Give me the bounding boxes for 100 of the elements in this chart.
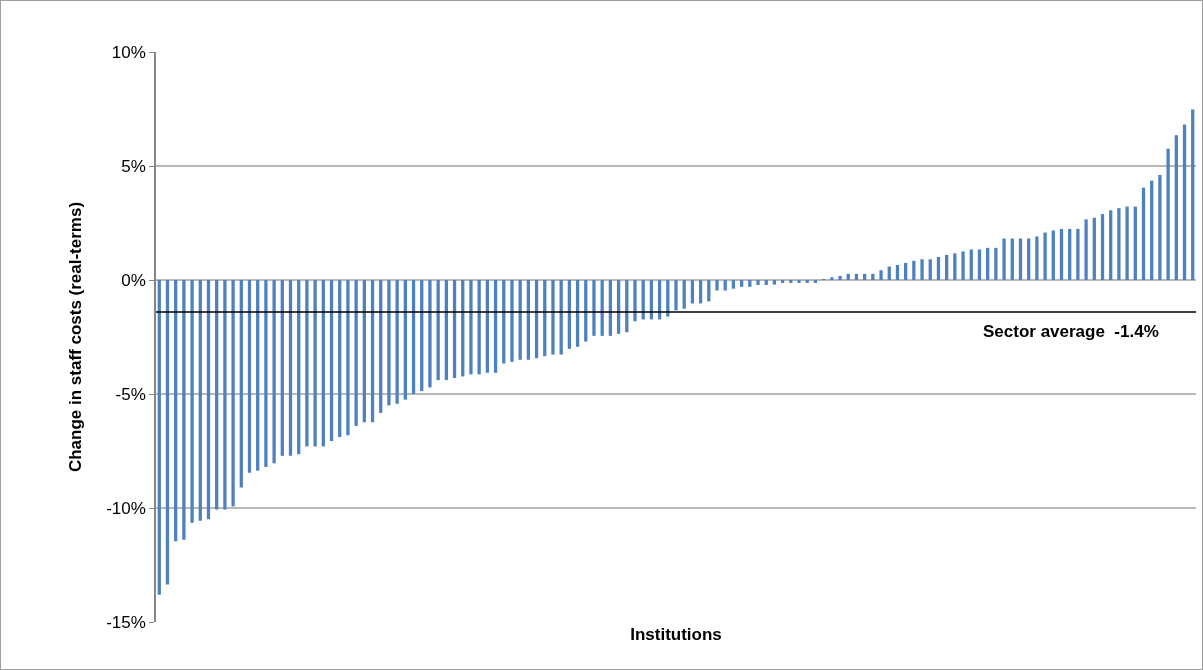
bar	[387, 280, 391, 406]
bar	[1018, 238, 1023, 280]
bar	[551, 280, 555, 355]
bar	[395, 280, 399, 404]
bar	[354, 280, 358, 426]
bar	[1141, 187, 1146, 280]
ref-line-label: Sector average -1.4%	[983, 322, 1159, 341]
bar	[264, 280, 268, 467]
bar	[904, 262, 908, 280]
bar	[994, 247, 998, 280]
bar	[1092, 217, 1096, 280]
bar	[174, 280, 178, 542]
bar	[231, 280, 235, 507]
bar	[321, 280, 325, 447]
bar	[379, 280, 383, 413]
bar	[920, 259, 924, 280]
bar	[165, 280, 170, 585]
bar	[338, 280, 342, 438]
bar	[469, 280, 473, 375]
bar	[830, 277, 834, 280]
bar	[895, 264, 900, 280]
bar	[493, 280, 498, 373]
bar	[1068, 228, 1072, 280]
bar	[1027, 238, 1031, 280]
bar	[411, 280, 416, 394]
bar	[748, 280, 752, 287]
bar	[403, 280, 407, 400]
bar	[190, 280, 194, 523]
bar	[690, 280, 695, 304]
x-axis-title: Institutions	[630, 625, 722, 645]
bar	[1174, 135, 1178, 280]
bar	[707, 280, 711, 302]
bar	[739, 280, 744, 287]
bar	[247, 280, 252, 473]
bar	[1059, 228, 1064, 280]
bar	[1117, 208, 1121, 280]
bar	[239, 280, 243, 488]
bar	[428, 280, 432, 388]
bar	[731, 280, 736, 289]
bar	[1109, 210, 1113, 280]
bar	[863, 273, 867, 280]
bar	[1076, 228, 1080, 280]
bar	[1035, 236, 1039, 280]
y-tick-label: -5%	[115, 384, 146, 404]
bar	[780, 280, 785, 283]
bar	[674, 280, 678, 311]
bar	[444, 280, 448, 381]
bar	[346, 280, 350, 436]
bar	[288, 280, 293, 456]
bar	[682, 280, 686, 309]
bar	[961, 251, 965, 280]
bar	[256, 280, 260, 471]
bar	[715, 280, 719, 291]
bar	[206, 280, 211, 520]
bar	[936, 256, 941, 280]
bar	[945, 254, 949, 280]
y-tick-label: 0%	[121, 270, 146, 290]
bar	[157, 280, 161, 595]
bar	[813, 280, 818, 283]
bar	[215, 280, 219, 510]
bar	[329, 280, 334, 441]
bar	[370, 280, 375, 423]
bar	[912, 260, 916, 280]
y-tick-label: -15%	[106, 612, 146, 632]
y-tick-label: -10%	[106, 498, 146, 518]
bar	[1043, 232, 1047, 280]
y-tick-label: 5%	[121, 156, 146, 176]
bar	[1182, 124, 1187, 280]
bar	[797, 280, 801, 283]
bar	[272, 280, 276, 464]
bar	[1191, 109, 1195, 280]
bar	[198, 280, 202, 521]
bar	[1084, 219, 1088, 280]
bar	[1100, 214, 1105, 280]
bar	[969, 249, 973, 280]
bar	[698, 280, 703, 304]
bar	[1133, 206, 1137, 280]
bar	[838, 275, 842, 280]
bar	[772, 280, 777, 285]
bar	[485, 280, 489, 373]
bar	[986, 247, 990, 280]
bar	[362, 280, 366, 423]
bar	[928, 259, 932, 280]
bar	[1002, 238, 1006, 280]
bar	[182, 280, 186, 540]
bar	[1158, 174, 1162, 280]
bar	[297, 280, 301, 455]
bar	[854, 273, 859, 280]
bar	[592, 280, 596, 336]
bar	[789, 280, 793, 283]
bar	[420, 280, 424, 392]
y-tick-label: 10%	[111, 42, 146, 62]
bar	[1150, 180, 1154, 280]
bar	[879, 270, 883, 280]
bar	[846, 273, 850, 280]
bar	[871, 273, 875, 280]
bar	[1051, 230, 1055, 280]
bar	[953, 253, 957, 280]
bar	[1166, 148, 1170, 280]
bar	[633, 280, 637, 322]
